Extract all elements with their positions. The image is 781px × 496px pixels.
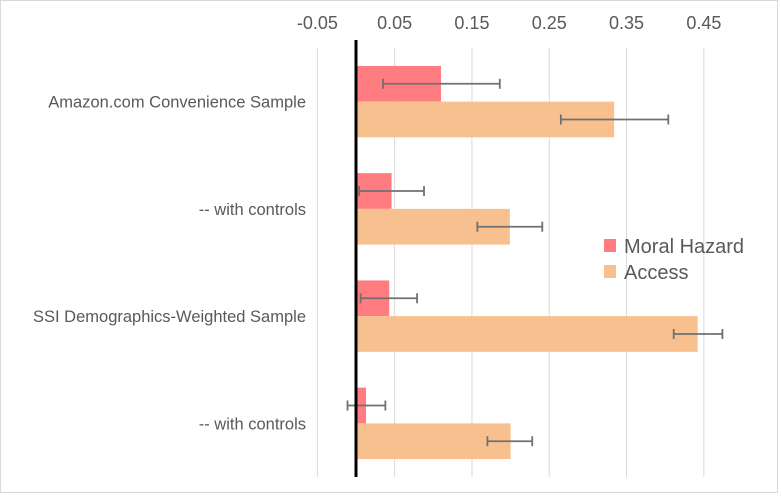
x-tick-label: 0.05	[377, 13, 412, 33]
x-tick-label: 0.15	[454, 13, 489, 33]
x-tick-label: 0.35	[609, 13, 644, 33]
x-tick-label: 0.45	[686, 13, 721, 33]
x-tick-label: 0.25	[532, 13, 567, 33]
legend-swatch	[604, 265, 616, 278]
category-label: -- with controls	[199, 415, 306, 433]
legend-swatch	[604, 239, 616, 252]
bar-access	[356, 423, 511, 460]
x-tick-label: -0.05	[297, 13, 338, 33]
category-label: Amazon.com Convenience Sample	[48, 94, 306, 112]
bar-access	[356, 316, 698, 352]
legend-label: Moral Hazard	[624, 236, 744, 258]
category-label: -- with controls	[199, 201, 306, 219]
legend-label: Access	[624, 262, 688, 284]
category-label: SSI Demographics-Weighted Sample	[33, 308, 306, 326]
